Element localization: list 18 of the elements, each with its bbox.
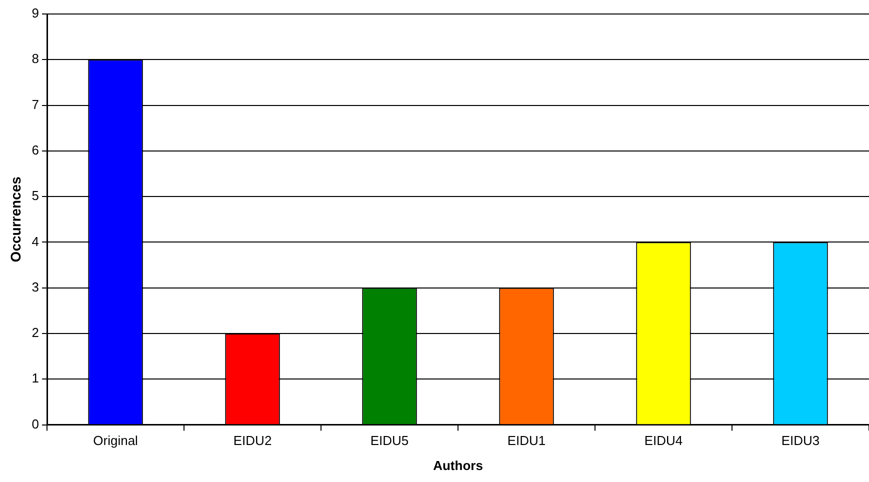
- y-tick-label: 4: [32, 234, 40, 249]
- y-tick-label: 9: [32, 6, 40, 21]
- y-tick-label: 5: [32, 188, 40, 204]
- x-tick-label: EIDU2: [233, 433, 272, 448]
- y-tick-label: 3: [32, 279, 40, 294]
- y-tick-label: 0: [32, 416, 40, 432]
- x-tick-label: EIDU1: [507, 433, 546, 448]
- x-axis-title: Authors: [433, 458, 483, 473]
- x-tick-label: EIDU5: [370, 433, 409, 448]
- x-tick-label: EIDU3: [781, 433, 820, 448]
- y-axis-title: Occurrences: [7, 176, 24, 262]
- y-tick-label: 6: [32, 142, 40, 158]
- y-tick-label: 7: [32, 96, 40, 112]
- x-tick-label: Original: [93, 433, 138, 448]
- y-tick-label: 8: [32, 51, 40, 66]
- y-tick-label: 2: [32, 325, 40, 340]
- x-tick-label: EIDU4: [644, 433, 683, 448]
- y-tick-label: 1: [32, 370, 40, 386]
